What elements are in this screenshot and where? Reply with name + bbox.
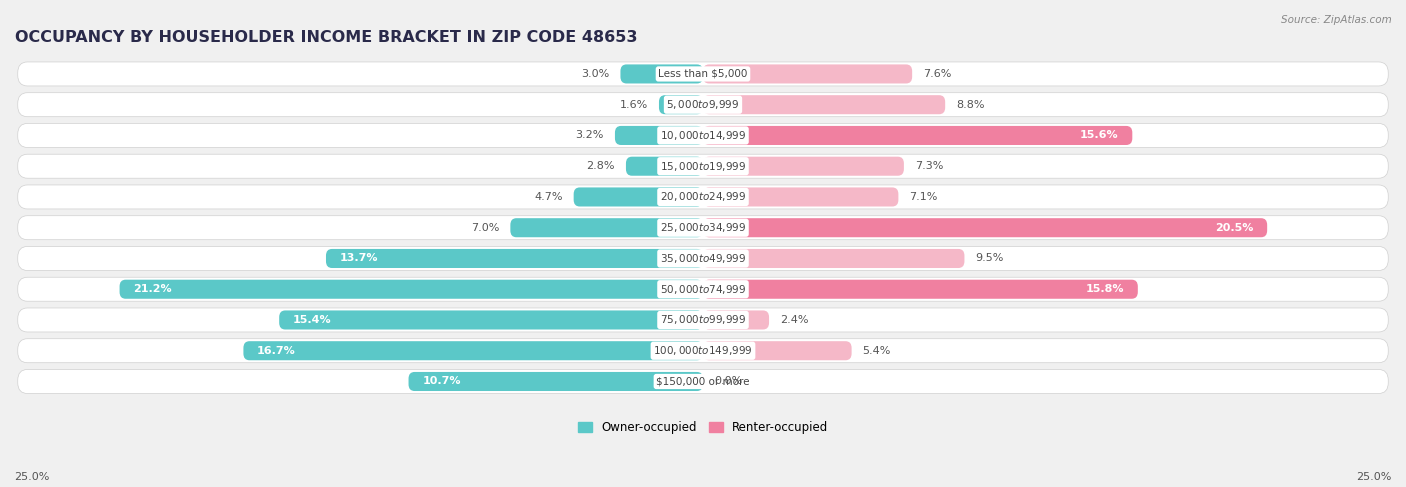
FancyBboxPatch shape	[18, 154, 1388, 178]
Text: $25,000 to $34,999: $25,000 to $34,999	[659, 221, 747, 234]
FancyBboxPatch shape	[574, 187, 703, 206]
FancyBboxPatch shape	[18, 93, 1388, 117]
Text: 13.7%: 13.7%	[340, 253, 378, 263]
Text: Less than $5,000: Less than $5,000	[658, 69, 748, 79]
Text: 1.6%: 1.6%	[620, 100, 648, 110]
FancyBboxPatch shape	[280, 310, 703, 330]
FancyBboxPatch shape	[18, 185, 1388, 209]
Text: 20.5%: 20.5%	[1215, 223, 1253, 233]
FancyBboxPatch shape	[620, 64, 703, 83]
Text: 2.4%: 2.4%	[780, 315, 808, 325]
Text: 4.7%: 4.7%	[534, 192, 562, 202]
Text: $35,000 to $49,999: $35,000 to $49,999	[659, 252, 747, 265]
Legend: Owner-occupied, Renter-occupied: Owner-occupied, Renter-occupied	[572, 416, 834, 439]
Text: 8.8%: 8.8%	[956, 100, 984, 110]
Text: 0.0%: 0.0%	[714, 376, 742, 387]
FancyBboxPatch shape	[659, 95, 703, 114]
FancyBboxPatch shape	[703, 249, 965, 268]
FancyBboxPatch shape	[510, 218, 703, 237]
Text: 21.2%: 21.2%	[134, 284, 172, 294]
Text: 10.7%: 10.7%	[422, 376, 461, 387]
FancyBboxPatch shape	[18, 246, 1388, 270]
Text: 15.4%: 15.4%	[292, 315, 332, 325]
Text: OCCUPANCY BY HOUSEHOLDER INCOME BRACKET IN ZIP CODE 48653: OCCUPANCY BY HOUSEHOLDER INCOME BRACKET …	[15, 30, 637, 45]
FancyBboxPatch shape	[243, 341, 703, 360]
Text: $50,000 to $74,999: $50,000 to $74,999	[659, 283, 747, 296]
Text: 3.0%: 3.0%	[581, 69, 609, 79]
Text: 15.8%: 15.8%	[1085, 284, 1123, 294]
Text: 7.0%: 7.0%	[471, 223, 499, 233]
FancyBboxPatch shape	[703, 95, 945, 114]
FancyBboxPatch shape	[18, 339, 1388, 363]
Text: 25.0%: 25.0%	[14, 472, 49, 482]
Text: 2.8%: 2.8%	[586, 161, 614, 171]
FancyBboxPatch shape	[703, 157, 904, 176]
Text: $100,000 to $149,999: $100,000 to $149,999	[654, 344, 752, 357]
Text: $5,000 to $9,999: $5,000 to $9,999	[666, 98, 740, 111]
FancyBboxPatch shape	[703, 64, 912, 83]
FancyBboxPatch shape	[703, 126, 1132, 145]
Text: 25.0%: 25.0%	[1357, 472, 1392, 482]
FancyBboxPatch shape	[120, 280, 703, 299]
FancyBboxPatch shape	[703, 341, 852, 360]
Text: 5.4%: 5.4%	[863, 346, 891, 356]
FancyBboxPatch shape	[703, 310, 769, 330]
FancyBboxPatch shape	[409, 372, 703, 391]
Text: $15,000 to $19,999: $15,000 to $19,999	[659, 160, 747, 173]
FancyBboxPatch shape	[703, 218, 1267, 237]
FancyBboxPatch shape	[703, 280, 1137, 299]
Text: 15.6%: 15.6%	[1080, 131, 1119, 140]
Text: 7.3%: 7.3%	[915, 161, 943, 171]
Text: Source: ZipAtlas.com: Source: ZipAtlas.com	[1281, 15, 1392, 25]
Text: 7.6%: 7.6%	[924, 69, 952, 79]
Text: $20,000 to $24,999: $20,000 to $24,999	[659, 190, 747, 204]
Text: 7.1%: 7.1%	[910, 192, 938, 202]
FancyBboxPatch shape	[18, 370, 1388, 393]
Text: 3.2%: 3.2%	[575, 131, 605, 140]
Text: 9.5%: 9.5%	[976, 253, 1004, 263]
FancyBboxPatch shape	[18, 277, 1388, 301]
FancyBboxPatch shape	[18, 62, 1388, 86]
FancyBboxPatch shape	[626, 157, 703, 176]
FancyBboxPatch shape	[703, 187, 898, 206]
FancyBboxPatch shape	[18, 216, 1388, 240]
Text: $10,000 to $14,999: $10,000 to $14,999	[659, 129, 747, 142]
FancyBboxPatch shape	[614, 126, 703, 145]
FancyBboxPatch shape	[18, 124, 1388, 148]
Text: 16.7%: 16.7%	[257, 346, 295, 356]
FancyBboxPatch shape	[18, 308, 1388, 332]
FancyBboxPatch shape	[326, 249, 703, 268]
Text: $150,000 or more: $150,000 or more	[657, 376, 749, 387]
Text: $75,000 to $99,999: $75,000 to $99,999	[659, 314, 747, 326]
